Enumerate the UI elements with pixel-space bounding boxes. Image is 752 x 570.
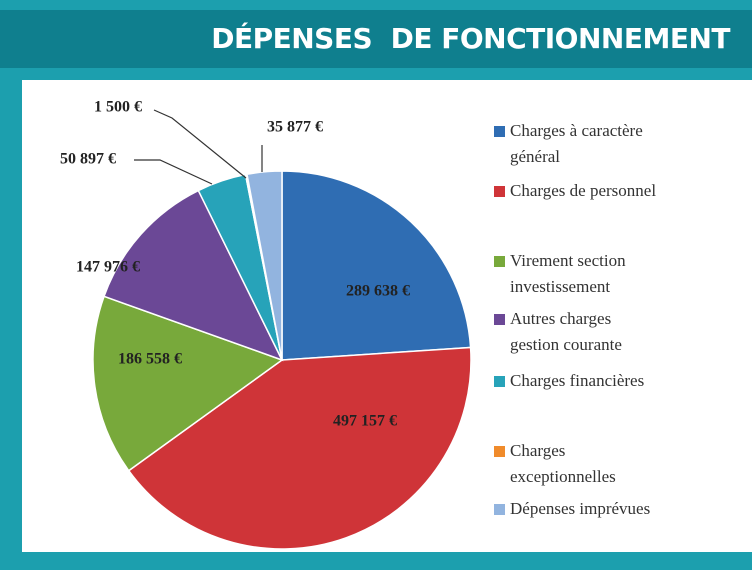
data-label: 35 877 €	[267, 119, 323, 136]
legend-swatch	[494, 314, 505, 325]
data-label: 289 638 €	[346, 283, 410, 300]
legend-entry: Virement section investissement	[494, 248, 626, 300]
legend-label: Charges de personnel	[510, 181, 657, 200]
chart-title: DÉPENSES DE FONCTIONNEMENT	[211, 22, 730, 55]
legend-label: Charges exceptionnelles	[510, 441, 616, 486]
leader-line	[153, 109, 247, 179]
data-label: 50 897 €	[60, 151, 116, 168]
pie-slice	[246, 170, 283, 361]
legend-label: Autres charges gestion courante	[510, 309, 622, 354]
legend-entry: Dépenses imprévues	[494, 496, 651, 522]
legend-swatch	[494, 186, 505, 197]
title-bar: DÉPENSES DE FONCTIONNEMENT	[0, 10, 752, 68]
legend-swatch	[494, 256, 505, 267]
pie-slice	[281, 170, 472, 361]
data-label: 1 500 €	[94, 99, 142, 116]
pie-slice	[103, 189, 284, 362]
legend-entry: Charges exceptionnelles	[494, 438, 616, 490]
legend-entry: Charges de personnel	[494, 178, 657, 204]
legend-label: Virement section investissement	[510, 251, 626, 296]
pie-slice	[92, 295, 284, 472]
data-label: 497 157 €	[333, 413, 397, 430]
legend-swatch	[494, 376, 505, 387]
legend-swatch	[494, 126, 505, 137]
legend-label: Charges à caractère général	[510, 121, 643, 166]
legend-swatch	[494, 504, 505, 515]
pie-slice	[127, 346, 472, 550]
legend-swatch	[494, 446, 505, 457]
legend-label: Dépenses imprévues	[510, 499, 651, 518]
leader-line	[134, 159, 213, 185]
data-label: 147 976 €	[76, 259, 140, 276]
legend-entry: Autres charges gestion courante	[494, 306, 622, 358]
legend-entry: Charges à caractère général	[494, 118, 643, 170]
data-label: 186 558 €	[118, 351, 182, 368]
legend-entry: Charges financières	[494, 368, 645, 394]
legend-label: Charges financières	[510, 371, 645, 390]
